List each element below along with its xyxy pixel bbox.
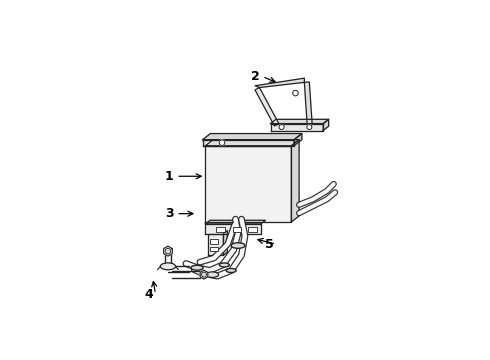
Polygon shape	[203, 134, 302, 140]
Polygon shape	[208, 234, 223, 255]
Polygon shape	[292, 140, 299, 222]
Polygon shape	[255, 78, 304, 87]
Ellipse shape	[206, 272, 219, 278]
Ellipse shape	[191, 265, 203, 270]
Circle shape	[279, 125, 284, 130]
Ellipse shape	[160, 263, 175, 270]
Polygon shape	[304, 82, 312, 124]
Ellipse shape	[231, 243, 245, 248]
Polygon shape	[223, 231, 227, 255]
Circle shape	[293, 90, 298, 96]
Ellipse shape	[220, 263, 229, 267]
Circle shape	[219, 140, 225, 145]
Polygon shape	[205, 140, 299, 146]
Bar	[233, 227, 242, 232]
Text: 2: 2	[251, 70, 259, 83]
Polygon shape	[205, 224, 261, 234]
Polygon shape	[205, 220, 266, 224]
Bar	[217, 227, 225, 232]
Polygon shape	[270, 119, 329, 123]
Text: 4: 4	[144, 288, 153, 301]
Text: 3: 3	[165, 207, 173, 220]
Bar	[210, 239, 218, 244]
Polygon shape	[200, 270, 208, 279]
Polygon shape	[203, 140, 294, 146]
Polygon shape	[205, 146, 292, 222]
Circle shape	[307, 125, 312, 130]
Bar	[248, 227, 257, 232]
Text: 1: 1	[165, 170, 173, 183]
Polygon shape	[255, 87, 279, 126]
Bar	[210, 247, 218, 251]
Text: 5: 5	[265, 238, 273, 251]
Polygon shape	[294, 134, 302, 146]
Polygon shape	[270, 123, 323, 131]
Polygon shape	[323, 119, 329, 131]
Ellipse shape	[226, 269, 236, 273]
Polygon shape	[164, 246, 172, 256]
